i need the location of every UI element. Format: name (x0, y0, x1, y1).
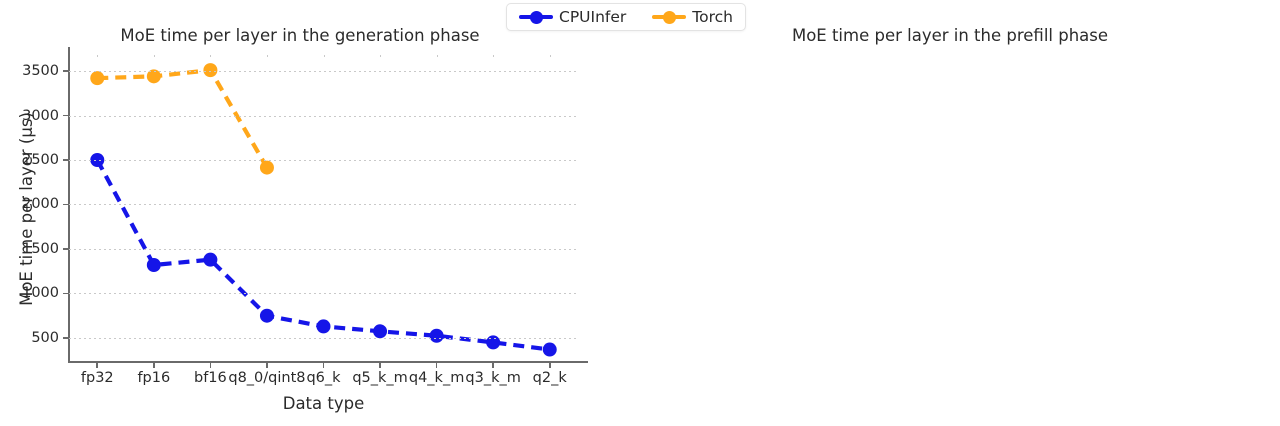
legend-entry-cpuinfer: CPUInfer (519, 8, 626, 26)
chart-panel-prefill: MoE time per layer in the prefill phase … (640, 0, 1280, 426)
y-axis-line-generation (68, 47, 70, 363)
x-axis-line-generation (68, 361, 588, 363)
y-tick-mark (63, 114, 68, 117)
x-tick-label: fp16 (137, 370, 171, 386)
legend-swatch-torch (652, 10, 687, 24)
x-tick-mark (492, 363, 494, 368)
x-gridline (266, 55, 268, 362)
x-tick-mark (379, 363, 381, 368)
x-tick-mark (96, 363, 99, 368)
chart-title-prefill: MoE time per layer in the prefill phase (791, 26, 1109, 45)
legend-swatch-cpuinfer (519, 10, 553, 24)
y-tick-label: 3000 (22, 107, 59, 124)
x-gridline (380, 55, 382, 362)
chart-panel-generation: MoE time per layer in the generation pha… (17, 26, 588, 413)
y-tick-label: 500 (31, 329, 59, 346)
x-tick-label: q4_k_m (408, 370, 465, 386)
x-gridline (436, 55, 438, 362)
y-tick-mark (63, 292, 68, 295)
x-tick-label: q3_k_m (465, 370, 521, 386)
x-tick-label: q6_k (306, 370, 341, 386)
x-tick-mark (548, 363, 551, 368)
x-gridline (493, 55, 495, 362)
x-tick-label: q5_k_m (352, 370, 408, 386)
series-line-torch (97, 67, 269, 169)
x-gridline (210, 55, 212, 362)
x-tick-mark (322, 363, 325, 368)
y-tick-mark (63, 70, 68, 72)
legend-label-torch: Torch (692, 8, 733, 26)
chart-title-generation: MoE time per layer in the generation pha… (120, 26, 480, 45)
x-tick-label: q2_k (532, 370, 567, 386)
x-tick-label: bf16 (193, 370, 227, 386)
y-tick-mark (63, 248, 68, 250)
x-tick-label: q8_0/qint8 (228, 370, 306, 386)
y-tick-label: 1000 (22, 285, 59, 302)
y-tick-mark (63, 337, 68, 339)
x-tick-mark (153, 363, 155, 368)
y-tick-label: 3500 (22, 63, 59, 80)
x-gridline (549, 55, 551, 362)
plot-area-generation: Data type MoE time per layer (μs) 500 100… (17, 47, 588, 413)
x-gridline (97, 55, 99, 362)
x-tick-mark (266, 363, 268, 368)
x-tick-mark (435, 363, 438, 368)
legend-entry-torch: Torch (652, 8, 733, 26)
chart-legend: CPUInfer Torch (506, 3, 746, 31)
legend-label-cpuinfer: CPUInfer (559, 8, 627, 26)
x-tick-label: fp32 (80, 370, 114, 386)
y-tick-label: 2000 (22, 196, 59, 213)
y-tick-label: 1500 (22, 240, 59, 257)
y-tick-mark (63, 203, 68, 206)
y-tick-mark (63, 159, 68, 161)
x-tick-mark (209, 363, 212, 368)
x-gridline (153, 55, 155, 362)
x-gridline (323, 55, 325, 362)
y-tick-label: 2500 (22, 152, 59, 168)
x-axis-label-generation: Data type (282, 394, 365, 413)
